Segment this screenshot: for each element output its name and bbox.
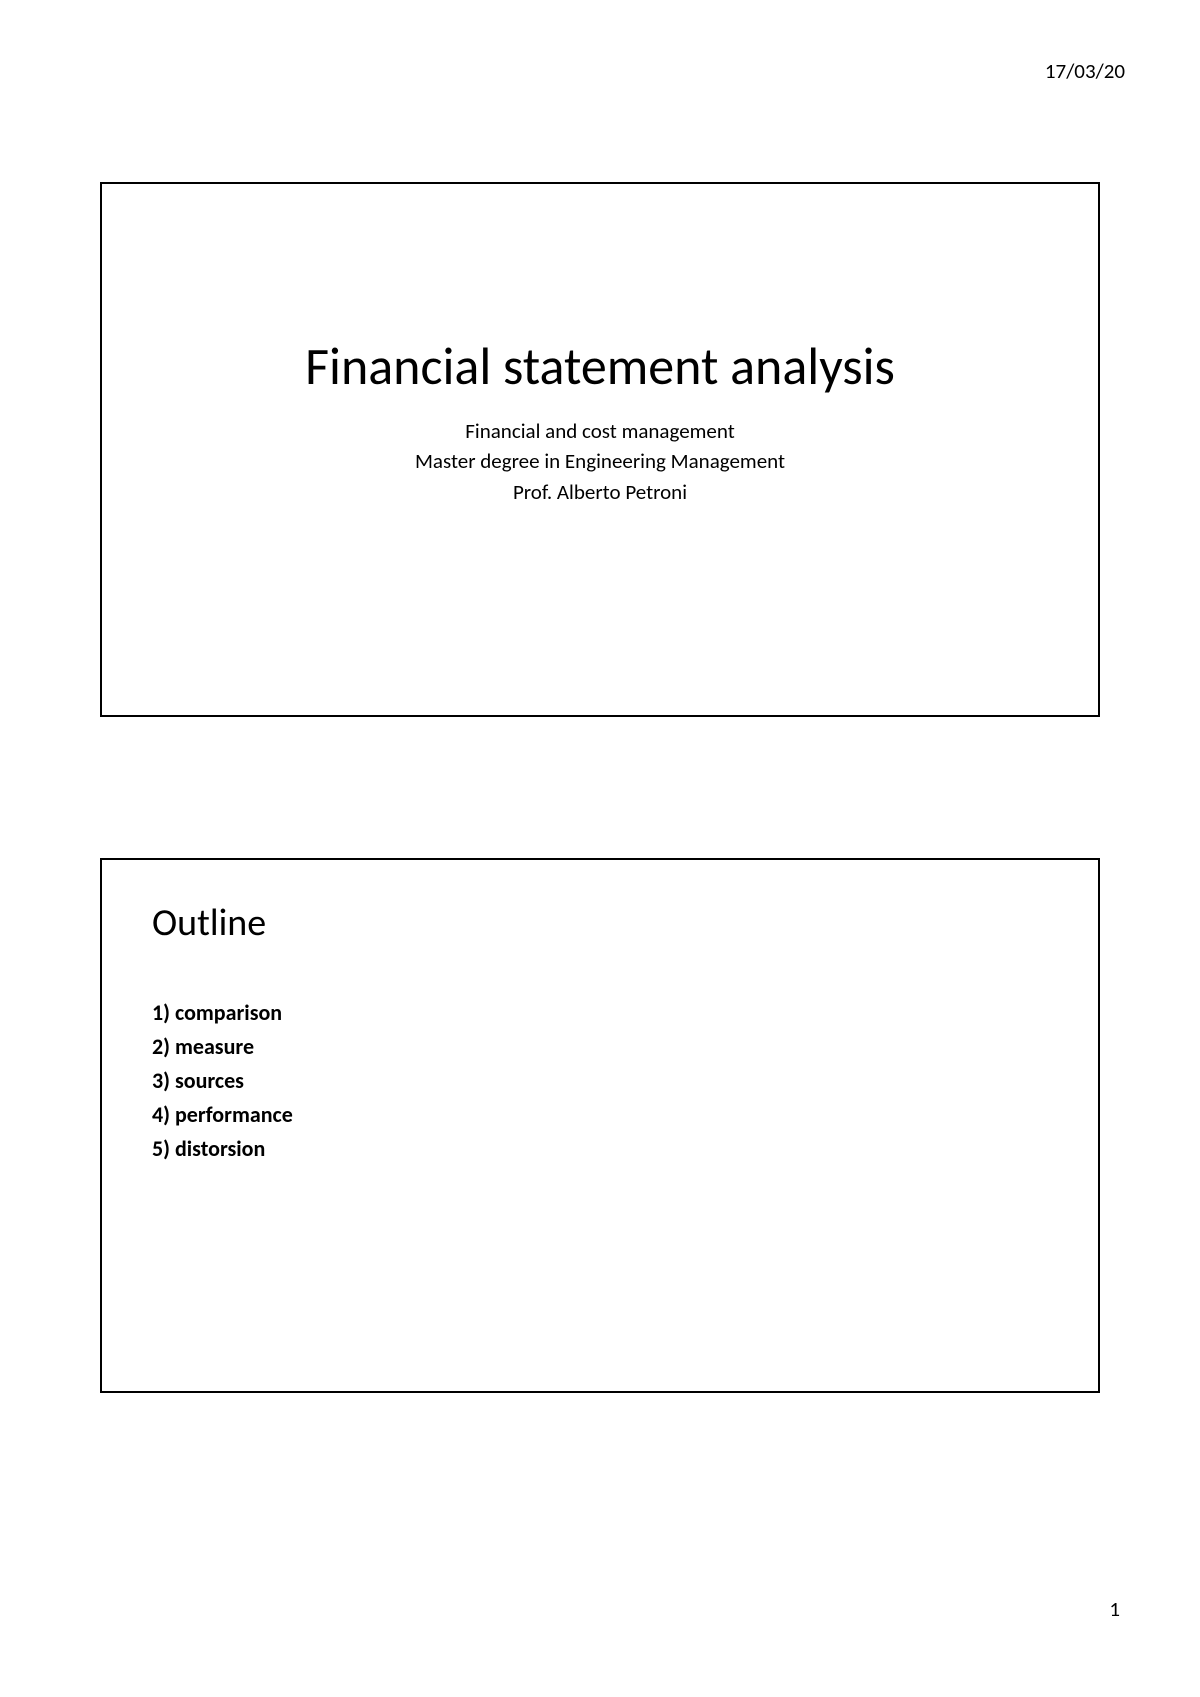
outline-item: 2) measure <box>152 1030 1048 1064</box>
outline-item: 5) distorsion <box>152 1132 1048 1166</box>
subtitle-line-1: Financial and cost management <box>415 416 785 446</box>
outline-list: 1) comparison 2) measure 3) sources 4) p… <box>152 996 1048 1166</box>
slide-outline: Outline 1) comparison 2) measure 3) sour… <box>100 858 1100 1393</box>
outline-item: 3) sources <box>152 1064 1048 1098</box>
outline-item: 1) comparison <box>152 996 1048 1030</box>
slide-1-title: Financial statement analysis <box>305 334 895 398</box>
subtitle-line-2: Master degree in Engineering Management <box>415 446 785 476</box>
slide-2-title: Outline <box>152 900 1048 946</box>
header-date: 17/03/20 <box>1045 58 1125 84</box>
outline-item: 4) performance <box>152 1098 1048 1132</box>
slide-1-subtitle: Financial and cost management Master deg… <box>415 416 785 507</box>
subtitle-line-3: Prof. Alberto Petroni <box>415 477 785 507</box>
slide-title: Financial statement analysis Financial a… <box>100 182 1100 717</box>
footer-page-number: 1 <box>1109 1596 1120 1622</box>
